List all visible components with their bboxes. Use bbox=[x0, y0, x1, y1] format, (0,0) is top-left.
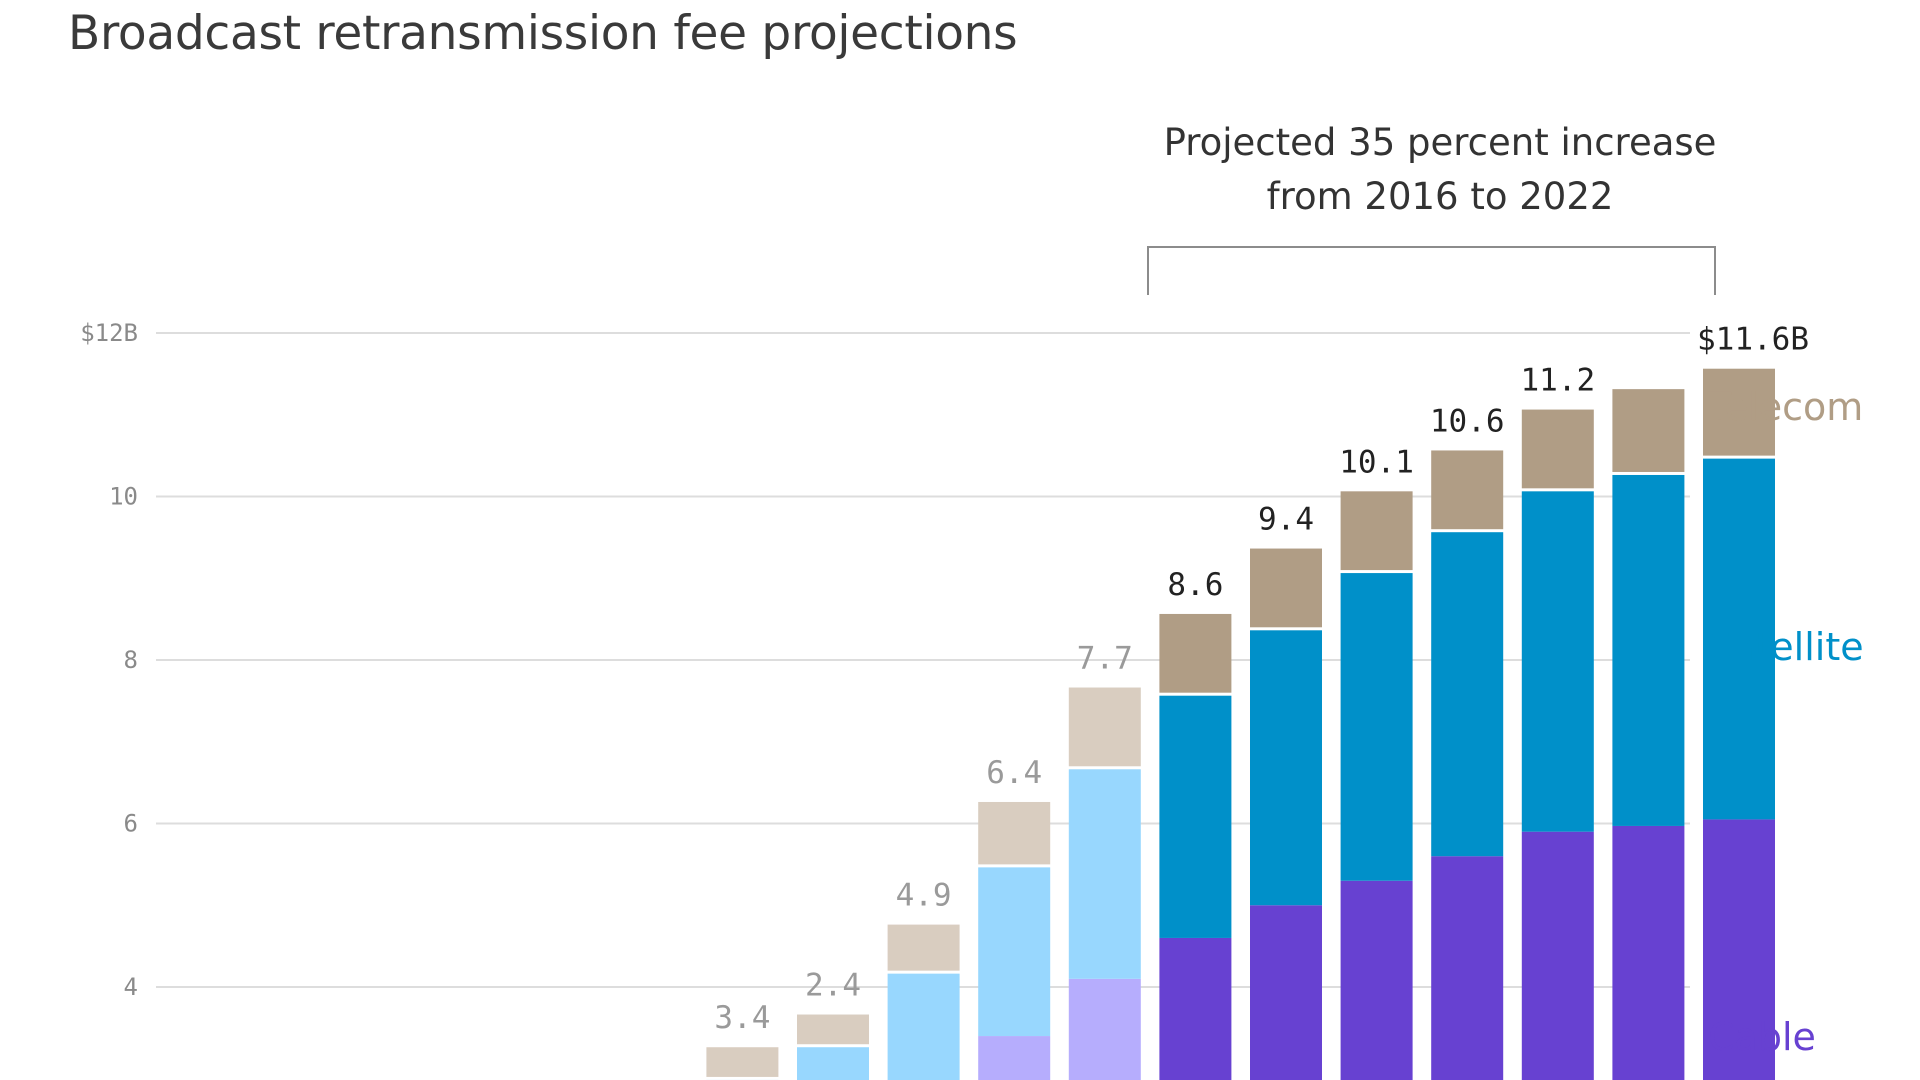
y-tick-label: 8 bbox=[124, 646, 138, 674]
bar-stack-2013 bbox=[887, 924, 960, 1080]
bar-segment-telecom-2016 bbox=[1159, 613, 1232, 693]
total-label-2020: 11.2 bbox=[1520, 363, 1595, 399]
bar-stack-2018 bbox=[1340, 491, 1413, 1080]
y-tick-label: 10 bbox=[109, 483, 138, 511]
total-label-2013: 4.9 bbox=[896, 878, 952, 914]
bar-stack-2014 bbox=[978, 801, 1051, 1080]
bar-stack-2021 bbox=[1612, 389, 1685, 1080]
bar-segment-cable-2015 bbox=[1068, 978, 1141, 1080]
bar-segment-cable-2020 bbox=[1521, 831, 1594, 1080]
bar-segment-telecom-2019 bbox=[1431, 450, 1504, 530]
legend: Cable Satellite Telecom bbox=[1707, 385, 1864, 1059]
y-tick-label: 6 bbox=[124, 810, 138, 838]
bars bbox=[706, 368, 1775, 1080]
bar-stack-2022 bbox=[1703, 368, 1775, 1080]
annotation-bracket bbox=[1147, 246, 1716, 295]
bar-segment-telecom-2014 bbox=[978, 801, 1051, 865]
bar-stack-2019 bbox=[1431, 450, 1504, 1080]
bar-segment-telecom-2021 bbox=[1612, 389, 1685, 472]
y-tick-label: $12B bbox=[80, 319, 138, 347]
total-label-2019: 10.6 bbox=[1430, 403, 1505, 439]
total-label-2011: 3.4 bbox=[714, 1000, 770, 1036]
total-labels: 3.4 2.4 4.9 6.4 7.7 8.6 9.4 10.1 10.6 11.2 $11.6B bbox=[714, 322, 1809, 1037]
bar-stack-2020 bbox=[1521, 409, 1594, 1080]
total-label-2016: 8.6 bbox=[1167, 567, 1223, 603]
bar-segment-satellite-2021 bbox=[1612, 474, 1685, 826]
annotation-line-1: Projected 35 percent increase bbox=[1163, 121, 1717, 164]
legend-label-satellite: Satellite bbox=[1708, 625, 1864, 669]
bar-segment-cable-2016 bbox=[1159, 937, 1232, 1080]
legend-label-cable: Cable bbox=[1708, 1015, 1816, 1059]
bar-segment-cable-2019 bbox=[1431, 856, 1504, 1080]
bar-segment-telecom-2017 bbox=[1250, 548, 1322, 628]
bar-segment-satellite-2013 bbox=[887, 973, 960, 1080]
total-label-2017: 9.4 bbox=[1258, 502, 1314, 538]
bar-segment-telecom-2012 bbox=[797, 1014, 869, 1045]
bar-segment-cable-2014 bbox=[978, 1036, 1051, 1080]
bar-segment-telecom-2022 bbox=[1703, 368, 1775, 456]
bar-segment-satellite-2020 bbox=[1521, 491, 1594, 832]
y-tick-label: 4 bbox=[124, 973, 138, 1001]
total-label-2014: 6.4 bbox=[986, 755, 1042, 791]
bar-stack-2012 bbox=[797, 1014, 869, 1080]
bar-segment-telecom-2011 bbox=[706, 1047, 779, 1077]
bar-stack-2015 bbox=[1068, 687, 1141, 1080]
bar-segment-telecom-2013 bbox=[887, 924, 960, 971]
bar-segment-satellite-2022 bbox=[1703, 458, 1775, 820]
bar-segment-satellite-2012 bbox=[797, 1047, 869, 1080]
bar-segment-telecom-2020 bbox=[1521, 409, 1594, 489]
bar-segment-satellite-2016 bbox=[1159, 695, 1232, 938]
bar-segment-satellite-2014 bbox=[978, 867, 1051, 1037]
bar-segment-cable-2022 bbox=[1703, 819, 1775, 1080]
projection-annotation: Projected 35 percent increase from 2016 … bbox=[1120, 116, 1760, 224]
chart-title: Broadcast retransmission fee projections bbox=[68, 6, 1018, 61]
bar-stack-2011 bbox=[706, 1047, 779, 1080]
bar-segment-satellite-2015 bbox=[1068, 769, 1141, 979]
bar-segment-cable-2021 bbox=[1612, 825, 1685, 1080]
bar-stack-2016 bbox=[1159, 613, 1232, 1080]
bar-segment-cable-2018 bbox=[1340, 880, 1413, 1080]
bar-segment-satellite-2019 bbox=[1431, 532, 1504, 857]
bar-segment-satellite-2018 bbox=[1340, 573, 1413, 881]
bar-stack-2017 bbox=[1250, 548, 1322, 1080]
legend-label-telecom: Telecom bbox=[1707, 385, 1863, 429]
total-label-2015: 7.7 bbox=[1077, 641, 1133, 677]
bar-segment-telecom-2015 bbox=[1068, 687, 1141, 767]
bar-segment-telecom-2018 bbox=[1340, 491, 1413, 571]
total-label-2018: 10.1 bbox=[1339, 444, 1414, 480]
total-label-2022: $11.6B bbox=[1697, 322, 1809, 358]
annotation-line-2: from 2016 to 2022 bbox=[1266, 175, 1614, 218]
bar-segment-cable-2017 bbox=[1250, 905, 1322, 1080]
bar-segment-satellite-2017 bbox=[1250, 630, 1322, 906]
total-label-2012: 2.4 bbox=[805, 968, 861, 1004]
